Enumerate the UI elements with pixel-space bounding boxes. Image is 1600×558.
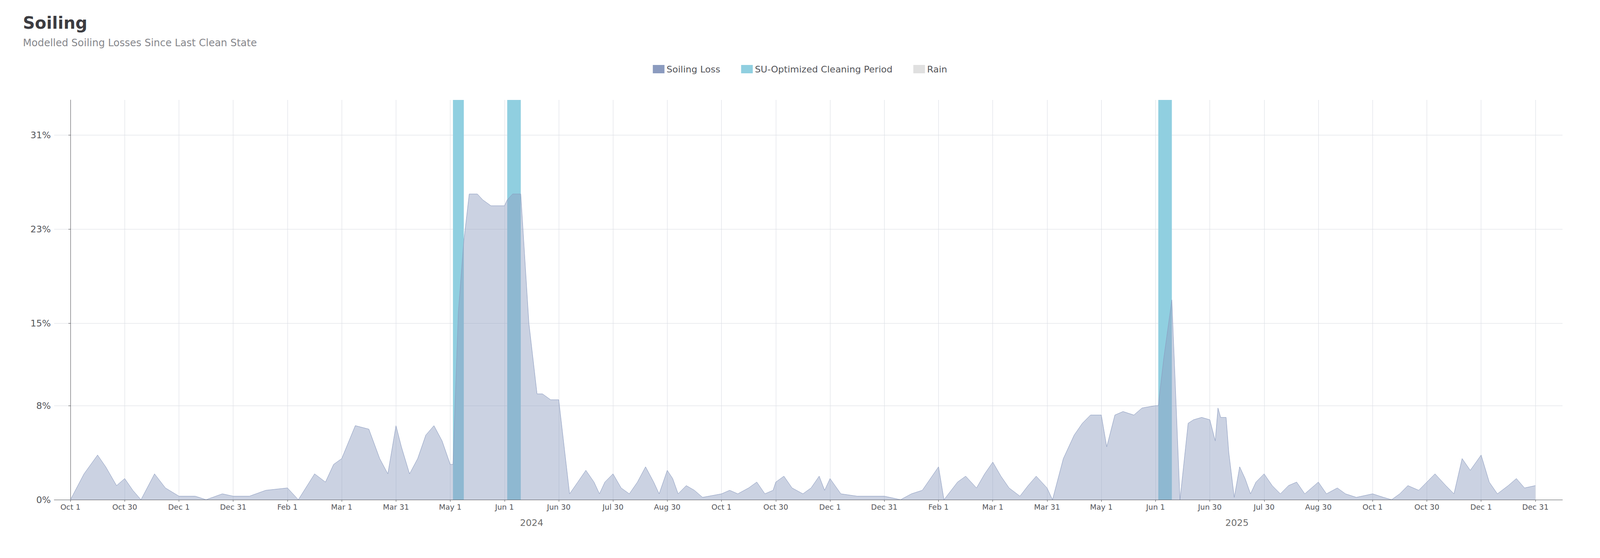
svg-text:0%: 0% [36, 495, 51, 506]
svg-text:Dec 31: Dec 31 [220, 502, 247, 512]
svg-text:Oct 1: Oct 1 [60, 502, 81, 512]
svg-text:Aug 30: Aug 30 [1305, 502, 1332, 512]
svg-text:Rain: Rain [927, 64, 948, 75]
svg-text:Dec 31: Dec 31 [1522, 502, 1549, 512]
svg-text:2025: 2025 [1225, 517, 1249, 529]
svg-text:Dec 1: Dec 1 [819, 502, 841, 512]
svg-text:Soiling: Soiling [22, 13, 88, 33]
svg-text:Feb 1: Feb 1 [928, 502, 949, 512]
svg-text:Mar 1: Mar 1 [982, 502, 1004, 512]
svg-text:May 1: May 1 [1090, 502, 1113, 512]
svg-text:Dec 1: Dec 1 [1470, 502, 1493, 512]
svg-text:Dec 1: Dec 1 [167, 502, 190, 512]
svg-text:Aug 30: Aug 30 [654, 502, 681, 512]
svg-text:May 1: May 1 [438, 502, 462, 512]
svg-text:Mar 31: Mar 31 [1034, 502, 1061, 512]
svg-text:Oct 30: Oct 30 [1414, 502, 1440, 512]
svg-text:Jun 1: Jun 1 [1145, 502, 1165, 512]
svg-text:2024: 2024 [520, 517, 544, 529]
svg-text:Jun 30: Jun 30 [546, 502, 571, 512]
svg-text:8%: 8% [36, 400, 51, 412]
svg-text:Jun 1: Jun 1 [494, 502, 514, 512]
svg-text:Oct 1: Oct 1 [1362, 502, 1383, 512]
svg-text:Oct 30: Oct 30 [112, 502, 138, 512]
svg-text:Dec 31: Dec 31 [871, 502, 898, 512]
svg-text:Soiling Loss: Soiling Loss [666, 64, 721, 75]
svg-text:Oct 1: Oct 1 [711, 502, 732, 512]
svg-text:Mar 1: Mar 1 [331, 502, 353, 512]
svg-text:23%: 23% [30, 224, 51, 235]
svg-text:SU-Optimized Cleaning Period: SU-Optimized Cleaning Period [755, 64, 893, 75]
svg-text:Feb 1: Feb 1 [277, 502, 298, 512]
svg-text:Modelled Soiling Losses Since: Modelled Soiling Losses Since Last Clean… [22, 37, 257, 49]
svg-text:31%: 31% [30, 130, 51, 141]
svg-text:Oct 30: Oct 30 [763, 502, 789, 512]
svg-text:15%: 15% [30, 318, 51, 329]
svg-text:Jul 30: Jul 30 [602, 502, 624, 512]
svg-text:Mar 31: Mar 31 [382, 502, 410, 512]
svg-text:Jun 30: Jun 30 [1197, 502, 1222, 512]
svg-text:Jul 30: Jul 30 [1253, 502, 1275, 512]
